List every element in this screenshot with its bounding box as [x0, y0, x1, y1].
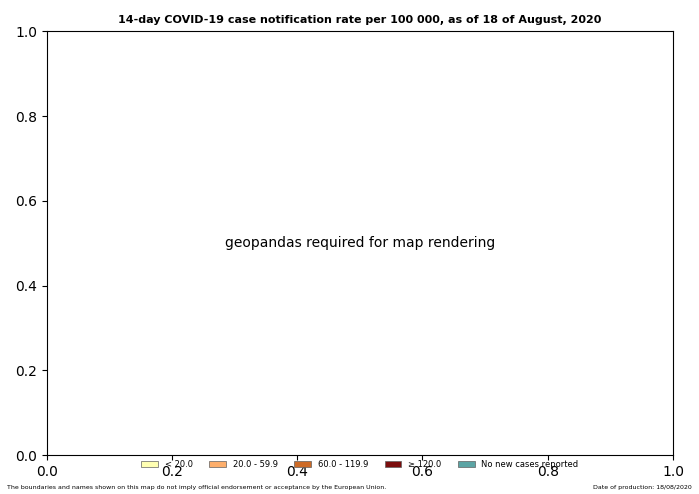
Legend: < 20.0, 20.0 - 59.9, 60.0 - 119.9, ≥ 120.0, No new cases reported: < 20.0, 20.0 - 59.9, 60.0 - 119.9, ≥ 120…: [138, 456, 582, 472]
Text: The boundaries and names shown on this map do not imply official endorsement or : The boundaries and names shown on this m…: [7, 485, 387, 490]
Text: Date of production: 18/08/2020: Date of production: 18/08/2020: [593, 485, 692, 490]
Text: geopandas required for map rendering: geopandas required for map rendering: [225, 236, 495, 250]
Title: 14-day COVID-19 case notification rate per 100 000, as of 18 of August, 2020: 14-day COVID-19 case notification rate p…: [118, 15, 602, 25]
